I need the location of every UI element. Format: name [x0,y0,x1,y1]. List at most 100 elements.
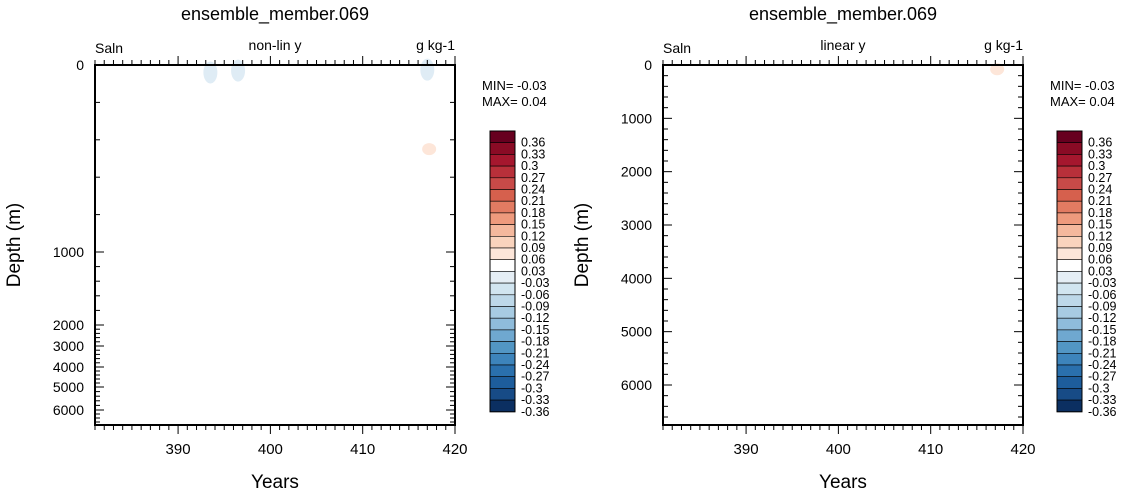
colorbar-label: -0.24 [521,358,550,372]
colorbar-swatch [489,376,516,389]
colorbar-swatch [489,165,516,179]
chart-title: ensemble_member.069 [181,4,369,25]
colorbar-label: -0.09 [1088,300,1117,314]
colorbar-frame [489,130,516,413]
y-tick-label: 5000 [621,324,652,340]
colorbar-label: 0.03 [521,264,545,278]
colorbar-swatch [1056,130,1083,143]
colorbar-label: -0.18 [1088,335,1117,349]
colorbar-swatch [1056,282,1083,296]
colorbar-swatch [489,294,516,307]
x-tick-label: 420 [442,441,467,458]
colorbar-label: -0.12 [521,311,550,325]
colorbar-label: 0.21 [1088,194,1112,208]
colorbar-label: 0.3 [521,159,538,173]
colorbar-label: -0.03 [1088,276,1117,290]
colorbar-label: 0.03 [1088,264,1112,278]
colorbar-label: 0.24 [521,183,545,197]
y-axis-label: Depth (m) [572,203,593,287]
colorbar-label: -0.15 [521,323,550,337]
colorbar-swatch [1056,352,1083,366]
colorbar-label: 0.21 [521,194,545,208]
y-tick-label: 0 [644,57,652,73]
x-tick-label: 400 [258,441,283,458]
y-tick-label: 6000 [53,402,84,418]
colorbar-label: -0.12 [1088,311,1117,325]
colorbar: 0.360.330.30.270.240.210.180.150.120.090… [489,130,550,419]
colorbar-swatch [489,212,516,225]
y-tick-label: 1000 [53,244,84,260]
colorbar-label: 0.33 [521,147,545,161]
warm-patch-1 [422,143,437,156]
data-patches [990,63,1005,76]
colorbar-label: 0.36 [1088,136,1112,150]
colorbar-label: 0.33 [1088,147,1112,161]
colorbar-label: -0.15 [1088,323,1117,337]
axes: 390 400 410 420 0 1000 2000 3000 4000 5000 6000 [53,56,468,458]
colorbar-label: -0.21 [1088,346,1117,360]
y-axis-label: Depth (m) [4,203,25,287]
colorbar-label: -0.18 [521,335,550,349]
colorbar-swatch [489,130,516,143]
data-patches [203,58,437,156]
colorbar-swatch [489,364,516,377]
colorbar-label: 0.18 [1088,206,1112,220]
colorbar-label: 0.24 [1088,183,1112,197]
colorbar-swatch [489,142,516,155]
colorbar-label: 0.18 [521,206,545,220]
colorbar-swatch [489,317,516,331]
colorbar-swatch [489,282,516,296]
y-tick-label: 2000 [53,317,84,333]
max-label: MAX= 0.04 [1050,94,1115,109]
x-tick-label: 410 [918,441,943,458]
colorbar-label: 0.27 [521,171,545,185]
colorbar-label: 0.06 [521,253,545,267]
colorbar-swatch [1056,294,1083,307]
colorbar-swatch [489,200,516,214]
y-tick-label: 2000 [621,164,652,180]
colorbar-label: -0.06 [521,288,550,302]
max-label: MAX= 0.04 [482,94,547,109]
colorbar-swatch [1056,341,1083,354]
colorbar-label: 0.12 [1088,229,1112,243]
colorbar-swatch [1056,364,1083,377]
axes: 390 400 410 420 0 1000 2000 3000 4000 5000 6000 [621,56,1036,458]
colorbar-label: -0.03 [521,276,550,290]
colorbar-label: 0.15 [1088,218,1112,232]
colorbar-swatch [489,259,516,272]
y-tick-label: 5000 [53,379,84,395]
colorbar-swatch [489,271,516,284]
colorbar-swatch [1056,224,1083,237]
colorbar-swatch [1056,154,1083,167]
colorbar-label: -0.06 [1088,288,1117,302]
colorbar-label: -0.21 [521,346,550,360]
colorbar-swatch [1056,306,1083,319]
colorbar-swatch [489,399,516,413]
colorbar: 0.360.330.30.270.240.210.180.150.120.090… [1056,130,1117,419]
colorbar-label: 0.27 [1088,171,1112,185]
colorbar-label: -0.3 [1088,381,1110,395]
colorbar-label: -0.36 [521,405,550,419]
y-tick-label: 3000 [621,217,652,233]
y-tick-label: 4000 [621,270,652,286]
x-tick-label: 410 [350,441,375,458]
colorbar-swatch [1056,329,1083,342]
colorbar-swatch [489,247,516,260]
colorbar-swatch [1056,376,1083,389]
colorbar-swatch [1056,212,1083,225]
colorbar-label: -0.3 [521,381,543,395]
colorbar-label: -0.09 [521,300,550,314]
colorbar-swatch [1056,177,1083,190]
x-tick-label: 390 [734,441,759,458]
y-tick-label: 1000 [621,110,652,126]
x-tick-label: 400 [826,441,851,458]
colorbar-label: 0.09 [521,241,545,255]
x-tick-label: 390 [166,441,191,458]
colorbar-swatch [489,306,516,319]
min-label: MIN= -0.03 [482,78,547,93]
colorbar-label: 0.06 [1088,253,1112,267]
colorbar-swatch [1056,317,1083,331]
y-tick-label: 6000 [621,377,652,393]
x-axis-label: Years [819,472,867,493]
colorbar-label: -0.33 [1088,393,1117,407]
